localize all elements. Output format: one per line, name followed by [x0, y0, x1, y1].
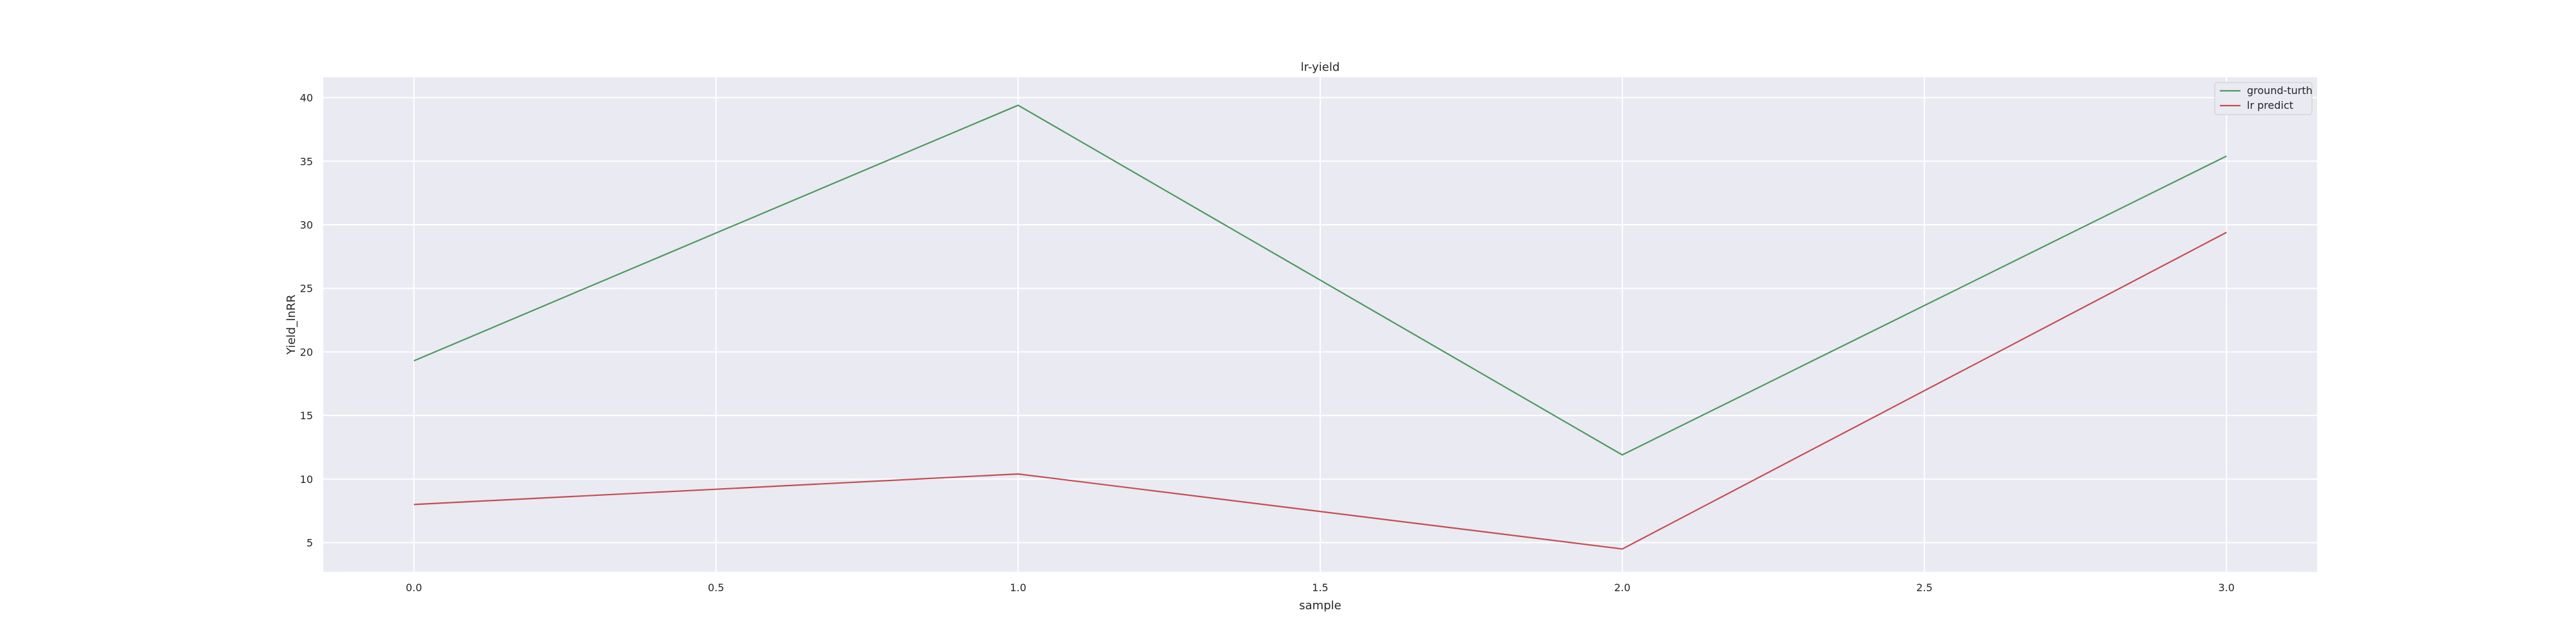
grid-lines [323, 77, 2317, 572]
series-line-ground-turth [413, 104, 2227, 456]
series-lines [413, 104, 2227, 550]
y-tick-label: 5 [307, 537, 313, 549]
y-axis-label: Yield_lnRR [285, 294, 298, 355]
x-tick-labels: 0.0 0.5 1.0 1.5 2.0 2.5 3.0 [406, 582, 2235, 594]
y-tick-labels: 5 10 15 20 25 30 35 40 [300, 92, 313, 549]
y-tick-label: 10 [300, 473, 313, 486]
chart-title: lr-yield [1301, 61, 1340, 74]
legend-label-lr-predict: lr predict [2247, 99, 2293, 111]
series-line-lr-predict [413, 231, 2227, 550]
x-tick-label: 0.0 [406, 582, 422, 594]
y-tick-label: 40 [300, 92, 313, 104]
x-tick-label: 2.0 [1614, 582, 1630, 594]
legend: ground-turth lr predict [2214, 82, 2313, 115]
y-tick-label: 30 [300, 219, 313, 231]
x-tick-label: 1.0 [1010, 582, 1026, 594]
legend-label-ground-turth: ground-turth [2247, 84, 2313, 97]
x-axis-label: sample [1299, 599, 1341, 612]
y-tick-label: 25 [300, 283, 313, 295]
x-tick-label: 3.0 [2219, 582, 2235, 594]
y-tick-label: 15 [300, 410, 313, 422]
y-tick-label: 20 [300, 346, 313, 358]
y-tick-label: 35 [300, 155, 313, 167]
x-tick-label: 1.5 [1312, 582, 1328, 594]
x-tick-label: 0.5 [708, 582, 724, 594]
x-tick-label: 2.5 [1916, 582, 1932, 594]
